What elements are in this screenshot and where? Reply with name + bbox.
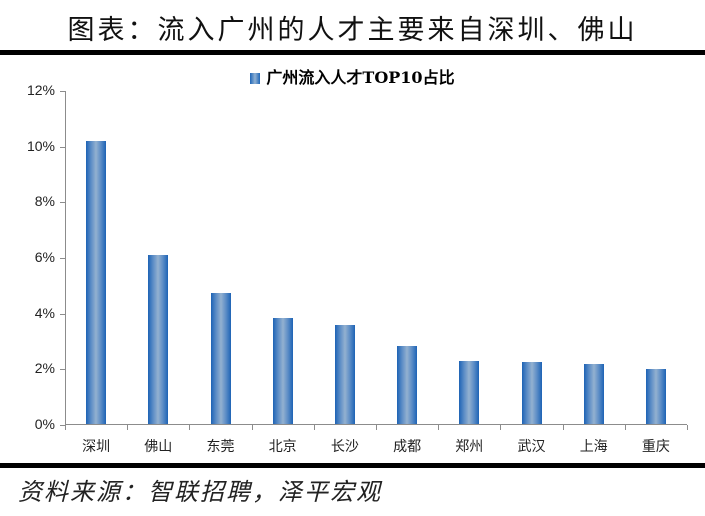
- x-tick: [65, 425, 66, 430]
- y-tick-label: 2%: [34, 360, 55, 377]
- figure-title: 图表：流入广州的人才主要来自深圳、佛山: [67, 15, 638, 46]
- y-tick-label: 4%: [34, 304, 55, 321]
- y-tick-label: 6%: [34, 249, 55, 265]
- y-tick: [60, 369, 65, 371]
- bar-0: [86, 141, 107, 424]
- x-category-label: 重庆: [641, 439, 670, 455]
- bar-1: [148, 255, 169, 424]
- x-tick: [127, 425, 129, 430]
- legend-swatch-icon: [250, 73, 261, 84]
- x-category-label: 成都: [393, 439, 422, 455]
- bar-2: [210, 292, 231, 424]
- x-category-label: 上海: [579, 439, 608, 455]
- x-category-label: 武汉: [517, 439, 546, 455]
- bar-3: [272, 317, 293, 424]
- bar-chart-plot-area: 0% 2% 4% 6% 8% 10% 12% 深圳 佛山 东莞 北京 长沙 成都 郑州 武汉 上海 重庆: [27, 82, 688, 455]
- chart-legend: 广州流入人才TOP10占比: [0, 64, 705, 88]
- y-tick: [60, 91, 65, 92]
- y-tick: [60, 313, 65, 315]
- bar-4: [334, 324, 355, 424]
- y-tick: [60, 202, 65, 204]
- x-tick: [376, 425, 377, 430]
- y-axis: [65, 91, 66, 425]
- bar-9: [645, 369, 666, 424]
- x-tick: [313, 425, 315, 430]
- y-tick-label: 8%: [34, 193, 55, 210]
- legend-label: 广州流入人才TOP10占比: [266, 68, 455, 87]
- x-tick: [562, 425, 564, 430]
- bar-6: [459, 360, 480, 424]
- bar-7: [521, 362, 542, 424]
- x-category-label: 郑州: [455, 439, 484, 455]
- bar-5: [397, 345, 418, 424]
- x-category-label: 长沙: [330, 439, 359, 455]
- x-tick: [189, 425, 191, 430]
- x-tick: [500, 425, 502, 430]
- source-note: 资料来源：智联招聘，泽平宏观: [18, 478, 382, 506]
- x-tick: [687, 425, 688, 430]
- y-tick-label: 0%: [34, 416, 55, 432]
- y-tick-label: 10%: [26, 137, 55, 154]
- x-tick: [624, 425, 626, 430]
- y-tick-label: 12%: [26, 82, 55, 98]
- x-axis: [65, 424, 687, 425]
- y-tick: [60, 258, 65, 259]
- bar-8: [583, 363, 604, 424]
- y-tick: [60, 146, 65, 148]
- x-category-label: 东莞: [206, 439, 235, 455]
- bottom-rule: [0, 463, 705, 468]
- x-tick: [251, 425, 253, 430]
- x-category-label: 深圳: [82, 439, 111, 455]
- x-category-label: 佛山: [144, 439, 173, 455]
- x-category-label: 北京: [268, 439, 297, 455]
- top-rule: [0, 50, 705, 55]
- y-tick: [60, 425, 65, 426]
- x-tick: [438, 425, 440, 430]
